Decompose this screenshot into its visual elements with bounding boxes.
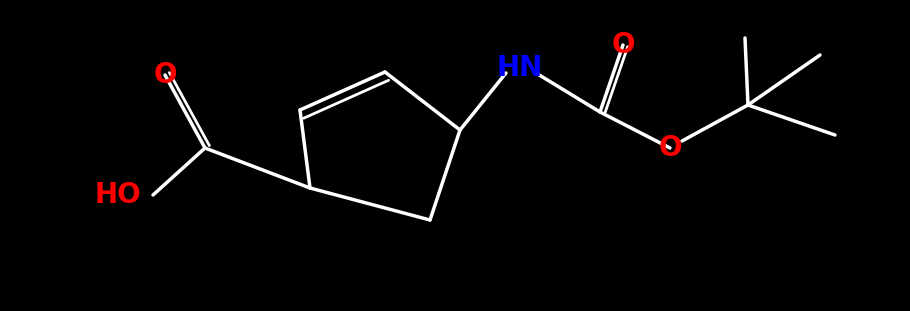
Text: O: O	[612, 31, 635, 59]
Text: HN: HN	[497, 54, 543, 82]
Text: O: O	[153, 61, 177, 89]
Text: HO: HO	[95, 181, 141, 209]
Text: O: O	[658, 134, 682, 162]
